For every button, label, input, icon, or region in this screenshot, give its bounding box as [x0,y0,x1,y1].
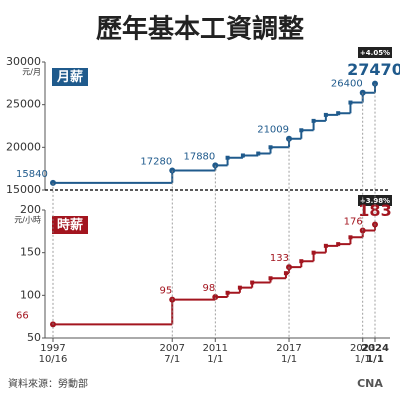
data-label: 17880 [183,151,215,162]
point [336,242,341,247]
point [256,151,261,156]
x-tick-sublabel: 1/1 [207,354,223,365]
y-tick-label: 25000 [6,98,41,111]
data-label: 66 [16,310,29,321]
unit-label: 元/月 [22,68,41,77]
y-tick-label: 150 [20,246,41,259]
point [348,100,353,105]
x-tick-sublabel: 1/1 [355,354,371,365]
panel-label: 月薪 [56,69,83,85]
x-tick-label: 1997 [40,343,65,354]
x-tick-sublabel: 1/1 [281,354,297,365]
point [323,243,328,248]
data-label: 176 [344,216,363,227]
point [225,155,230,160]
point [336,111,341,116]
y-tick-label: 200 [20,203,41,216]
chart-title: 歷年基本工資調整 [96,14,304,45]
data-label: 15840 [16,169,48,180]
y-tick-label: 30000 [6,55,41,68]
point [250,280,255,285]
point [311,118,316,123]
y-tick-label: 100 [20,288,41,301]
point [268,276,273,281]
x-tick-label: 2024 [361,343,389,354]
y-tick-label: 50 [27,331,41,344]
point [286,135,293,142]
data-label: 21009 [257,125,289,136]
source: 資料來源：勞動部 [8,377,88,390]
x-tick-label: 2011 [203,343,228,354]
point [311,250,316,255]
point [323,112,328,117]
point [348,235,353,240]
x-tick-label: 2007 [160,343,185,354]
point [237,285,242,290]
x-tick-sublabel: 10/16 [39,354,68,365]
y-tick-label: 20000 [6,140,41,153]
point [299,128,304,133]
x-tick-sublabel: 1/1 [366,354,384,365]
point [283,271,288,276]
point [240,153,245,158]
x-tick-sublabel: 7/1 [164,354,180,365]
data-label: 27470 [347,60,400,79]
panel-label-box [52,68,88,86]
point [299,259,304,264]
unit-label: 元/小時 [14,216,41,225]
data-label: 17280 [140,157,172,168]
x-tick-label: 2017 [276,343,301,354]
data-label: 98 [203,283,216,294]
x-tick-label: 2023 [350,343,375,354]
point [212,294,219,301]
data-label: 95 [160,286,173,297]
point [225,290,230,295]
y-tick-label: 15000 [6,183,41,196]
point [268,145,273,150]
data-label: 133 [270,253,289,264]
badge-box [358,47,392,58]
panel-label: 時薪 [57,217,83,233]
badge: +4.05% [360,49,390,57]
data-label: 183 [358,201,391,220]
data-label: 26400 [331,79,363,90]
logo: CNA [357,377,383,390]
panel-label-box [52,216,88,234]
